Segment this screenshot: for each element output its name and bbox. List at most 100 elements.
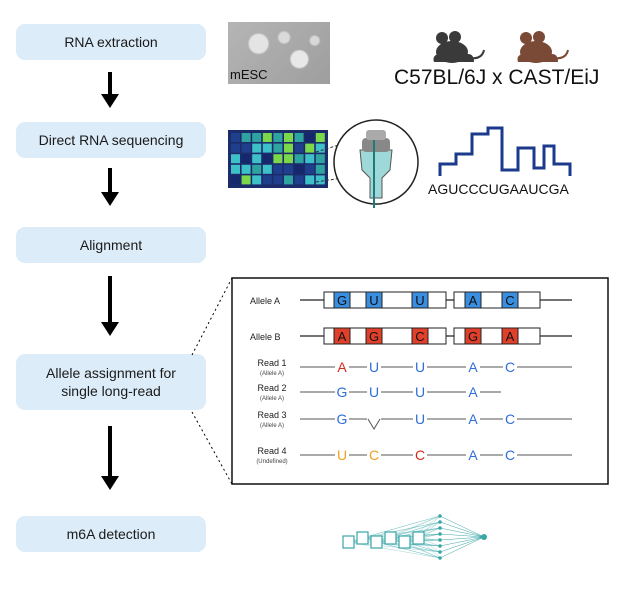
flowcell-cell bbox=[231, 154, 240, 164]
network-node bbox=[438, 526, 442, 530]
flowcell-cell bbox=[294, 175, 304, 185]
network-node bbox=[438, 532, 442, 536]
flowcell-cell bbox=[315, 175, 325, 185]
step-label: RNA extraction bbox=[64, 34, 158, 50]
snp-base: G bbox=[468, 329, 478, 344]
snp-base: C bbox=[505, 293, 514, 308]
read-base: A bbox=[468, 359, 478, 375]
read-assignment: (Allele A) bbox=[260, 396, 284, 402]
step-alignment: Alignment bbox=[16, 227, 206, 263]
network-output bbox=[481, 534, 487, 540]
flowcell-cell bbox=[252, 154, 262, 164]
step-label: Allele assignment for single long-read bbox=[46, 365, 176, 399]
snp-base: G bbox=[369, 329, 379, 344]
flowcell-cell bbox=[294, 164, 304, 174]
neural-network-icon bbox=[342, 514, 487, 560]
flowcell-cell bbox=[284, 154, 293, 164]
snp-base: A bbox=[338, 329, 347, 344]
read-base: A bbox=[468, 447, 478, 463]
read-base: A bbox=[468, 384, 478, 400]
snp-base: A bbox=[506, 329, 515, 344]
read-base: U bbox=[415, 384, 425, 400]
flowcell-cell bbox=[241, 164, 251, 174]
flowcell-cell bbox=[273, 154, 283, 164]
snp-base: G bbox=[337, 293, 347, 308]
snp-box bbox=[365, 291, 383, 309]
network-node bbox=[438, 544, 442, 548]
flowcell-cell bbox=[305, 175, 315, 185]
flowcell-cell bbox=[284, 133, 293, 142]
flowcell-cell bbox=[241, 143, 251, 153]
allele-name: Allele B bbox=[250, 332, 281, 342]
flowcell-cell bbox=[315, 133, 325, 142]
mouse-brown-icon bbox=[517, 31, 569, 63]
flowcell-cell bbox=[262, 164, 272, 174]
flowcell-cell bbox=[252, 133, 262, 142]
step-direct-rna-sequencing: Direct RNA sequencing bbox=[16, 122, 206, 158]
flowcell-cell bbox=[305, 143, 315, 153]
allele-name: Allele A bbox=[250, 296, 280, 306]
snp-box bbox=[464, 327, 482, 345]
network-node bbox=[438, 556, 442, 560]
read-base: A bbox=[468, 411, 478, 427]
snp-box bbox=[411, 327, 429, 345]
snp-box bbox=[365, 327, 383, 345]
snp-box bbox=[411, 291, 429, 309]
flowcell-cell bbox=[273, 175, 283, 185]
read-base: U bbox=[369, 384, 379, 400]
flowcell-cell bbox=[294, 143, 304, 153]
flowcell-cell bbox=[273, 143, 283, 153]
read-row: Read 1 (Allele A) A U U A C bbox=[257, 358, 572, 377]
flowcell-cell bbox=[241, 154, 251, 164]
read-base: U bbox=[415, 411, 425, 427]
network-node bbox=[356, 531, 369, 545]
read-base: G bbox=[337, 411, 348, 427]
step-rna-extraction: RNA extraction bbox=[16, 24, 206, 60]
flowcell-cell bbox=[231, 175, 240, 185]
snp-base: U bbox=[369, 293, 378, 308]
snp-box bbox=[501, 291, 519, 309]
step-label: Alignment bbox=[79, 237, 143, 253]
flowcell-cell bbox=[241, 175, 251, 185]
flowcell-cell bbox=[262, 143, 272, 153]
read-base: C bbox=[505, 447, 515, 463]
read-base: C bbox=[415, 447, 425, 463]
sequence-label: AGUCCCUGAAUCGA bbox=[428, 181, 569, 197]
flowcell-cell bbox=[294, 133, 304, 142]
read-base: U bbox=[337, 447, 347, 463]
mouse-black-icon bbox=[433, 31, 485, 63]
flowcell-cell bbox=[262, 154, 272, 164]
flowcell-cell bbox=[231, 164, 240, 174]
read-base: A bbox=[337, 359, 347, 375]
allele-row: Allele B A G C G A bbox=[250, 327, 572, 345]
flowcell-cell bbox=[305, 164, 315, 174]
network-node bbox=[370, 535, 383, 549]
network-node bbox=[342, 535, 355, 549]
step-label: m6A detection bbox=[66, 526, 156, 542]
mesc-label: mESC bbox=[230, 67, 268, 82]
snp-base: C bbox=[415, 329, 424, 344]
read-assignment: (Allele A) bbox=[260, 423, 284, 429]
flowcell-cell bbox=[231, 143, 240, 153]
snp-box bbox=[333, 327, 351, 345]
read-name: Read 3 bbox=[257, 410, 286, 420]
snp-base: U bbox=[415, 293, 424, 308]
deletion-mark bbox=[367, 418, 381, 430]
snp-base: A bbox=[469, 293, 478, 308]
allele-row: Allele A G U U A C bbox=[250, 291, 572, 309]
read-name: Read 4 bbox=[257, 446, 286, 456]
read-name: Read 1 bbox=[257, 358, 286, 368]
flowcell-cell bbox=[273, 164, 283, 174]
snp-box bbox=[333, 291, 351, 309]
network-node bbox=[412, 531, 425, 545]
flowcell-cell bbox=[252, 175, 262, 185]
snp-box bbox=[464, 291, 482, 309]
network-node bbox=[438, 514, 442, 518]
nanopore-icon bbox=[315, 119, 419, 208]
strain-label: C57BL/6J x CAST/EiJ bbox=[394, 66, 600, 89]
flowcell-cell bbox=[284, 175, 293, 185]
flowcell-cell bbox=[305, 133, 315, 142]
network-node bbox=[384, 531, 397, 545]
snp-box bbox=[501, 327, 519, 345]
